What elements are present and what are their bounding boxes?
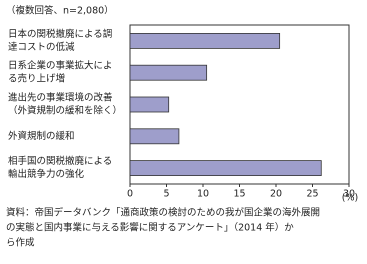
x-tick-label: 0: [127, 189, 133, 200]
category-label: 進出先の事業環境の改善: [8, 92, 113, 104]
category-label: 達コストの低減: [8, 41, 75, 53]
category-label: 日系企業の事業拡大によ: [8, 60, 113, 72]
x-tick-label: 10: [197, 189, 209, 200]
bar: [129, 33, 281, 49]
x-tick-label: 15: [233, 189, 245, 200]
bar: [129, 128, 180, 145]
category-label: 日本の関税撤廃による調: [8, 28, 112, 40]
source-note: 資料：帝国データバンク「通商政策の検討のための我が国企業の海外展開: [6, 207, 320, 219]
x-tick-label: 5: [163, 189, 169, 200]
x-tick-label: 30: [343, 189, 355, 200]
chart-subtitle: （複数回答、n=2,080）: [6, 5, 114, 17]
x-tick-label: 20: [270, 189, 282, 200]
bar: [129, 160, 322, 177]
bar: [129, 64, 208, 81]
bar: [129, 96, 170, 113]
x-tick-label: 25: [306, 189, 318, 200]
category-label: （外資規制の緩和を除く）: [8, 105, 122, 117]
category-label: 相手国の関税撤廃による: [8, 155, 112, 167]
category-label: る売り上げ増: [8, 73, 65, 85]
x-unit: (%): [342, 193, 358, 204]
source-note: の実態と国内事業に与える影響に関するアンケート」（2014 年）か: [6, 222, 294, 234]
source-note: ら作成: [6, 237, 35, 249]
category-label: 輸出競争力の強化: [8, 168, 85, 180]
category-label: 外資規制の緩和: [8, 130, 75, 142]
